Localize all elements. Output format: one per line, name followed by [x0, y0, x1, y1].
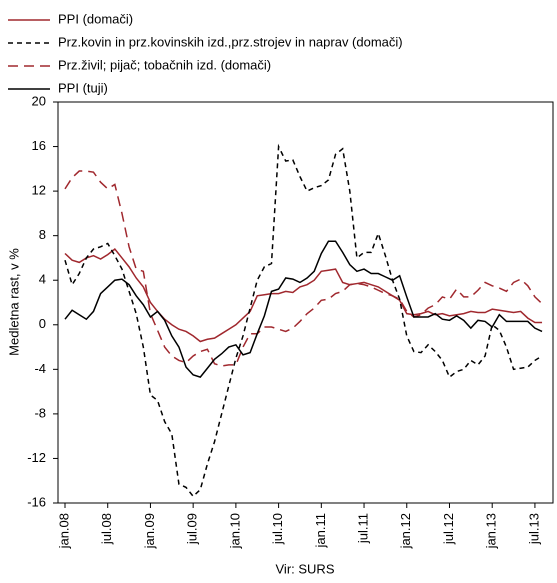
x-tick-label: jul.08 — [99, 513, 114, 545]
x-tick-label: jul.10 — [270, 513, 285, 545]
y-tick-label: -12 — [27, 450, 46, 465]
y-tick-label: 20 — [32, 93, 46, 108]
series-line — [64, 240, 543, 379]
legend-label: Prz.živil; pijač; tobačnih izd. (domači) — [58, 57, 271, 72]
y-tick-label: -4 — [34, 361, 46, 376]
y-tick-label: -16 — [27, 494, 46, 509]
y-tick-label: 16 — [32, 138, 46, 153]
series-line — [64, 247, 543, 343]
x-tick-label: jul.12 — [441, 513, 456, 545]
y-tick-label: 8 — [39, 227, 46, 242]
x-axis-label: Vir: SURS — [276, 561, 335, 576]
legend-label: Prz.kovin in prz.kovinskih izd.,prz.stro… — [58, 34, 403, 49]
x-tick-label: jan.11 — [313, 513, 328, 548]
x-tick-label: jul.09 — [185, 513, 200, 545]
legend-label: PPI (domači) — [58, 11, 133, 26]
y-axis-label: Medletna rast, v % — [6, 248, 21, 356]
y-tick-label: 0 — [39, 316, 46, 331]
x-tick-label: jan.12 — [398, 513, 413, 549]
x-tick-label: jul.11 — [355, 513, 370, 544]
x-tick-label: jan.09 — [142, 513, 157, 549]
series-line — [64, 143, 543, 498]
legend-label: PPI (tuji) — [58, 80, 108, 95]
y-tick-label: 4 — [39, 272, 46, 287]
x-tick-label: jul.13 — [526, 513, 541, 545]
y-tick-label: 12 — [32, 183, 46, 198]
plot-frame — [57, 101, 554, 504]
x-tick-label: jan.13 — [484, 513, 499, 549]
series-line — [64, 170, 543, 367]
y-tick-label: -8 — [34, 405, 46, 420]
x-tick-label: jan.10 — [227, 513, 242, 549]
x-tick-label: jan.08 — [56, 513, 71, 549]
